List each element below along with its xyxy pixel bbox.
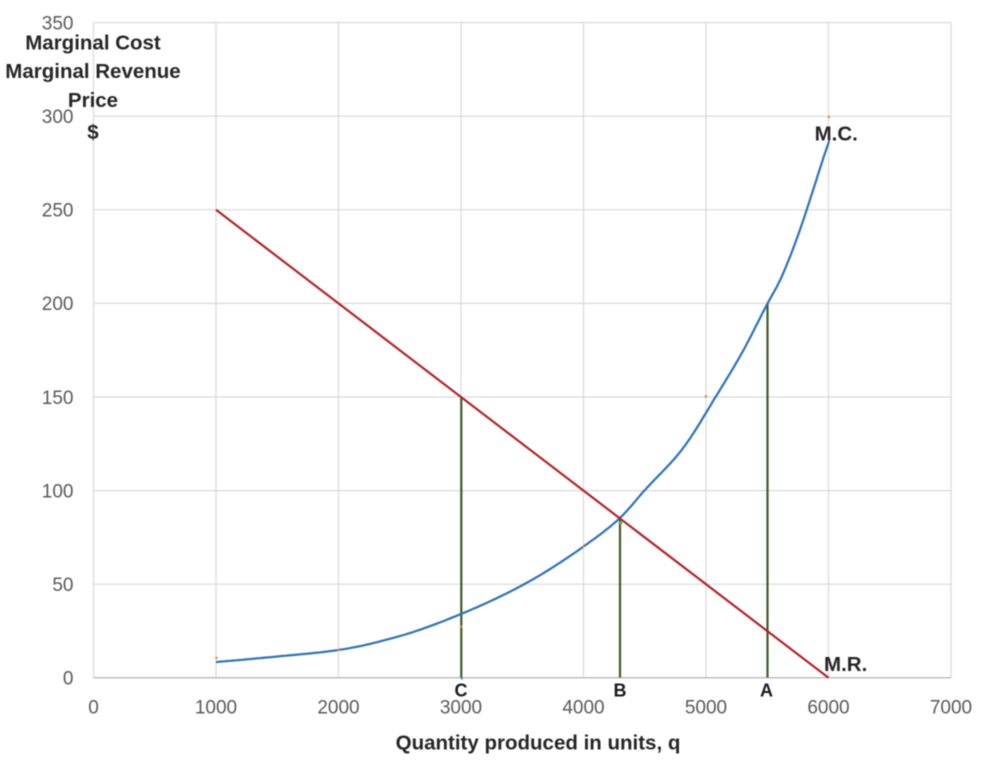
svg-text:M.R.: M.R.: [824, 653, 867, 676]
svg-text:7000: 7000: [930, 698, 972, 719]
svg-text:Marginal Cost: Marginal Cost: [25, 32, 161, 55]
svg-text:0: 0: [88, 698, 99, 719]
svg-text:4000: 4000: [562, 698, 604, 719]
svg-text:B: B: [614, 681, 627, 701]
svg-text:2000: 2000: [317, 698, 359, 719]
svg-text:A: A: [760, 681, 773, 701]
svg-text:0: 0: [63, 669, 74, 690]
svg-text:C: C: [455, 681, 468, 701]
svg-text:Marginal Revenue: Marginal Revenue: [5, 60, 180, 83]
svg-text:350: 350: [42, 13, 74, 34]
svg-text:5000: 5000: [685, 698, 727, 719]
svg-text:M.C.: M.C.: [815, 123, 858, 146]
svg-text:Price: Price: [68, 89, 118, 112]
svg-text:3000: 3000: [440, 698, 482, 719]
svg-text:1000: 1000: [195, 698, 237, 719]
svg-text:50: 50: [52, 575, 73, 596]
svg-text:6000: 6000: [807, 698, 849, 719]
svg-text:300: 300: [42, 107, 74, 128]
svg-text:150: 150: [42, 388, 74, 409]
svg-text:100: 100: [42, 481, 74, 502]
svg-text:Quantity produced in units, q: Quantity produced in units, q: [396, 732, 681, 755]
svg-text:$: $: [87, 121, 99, 144]
svg-text:200: 200: [42, 294, 74, 315]
svg-text:250: 250: [42, 201, 74, 222]
